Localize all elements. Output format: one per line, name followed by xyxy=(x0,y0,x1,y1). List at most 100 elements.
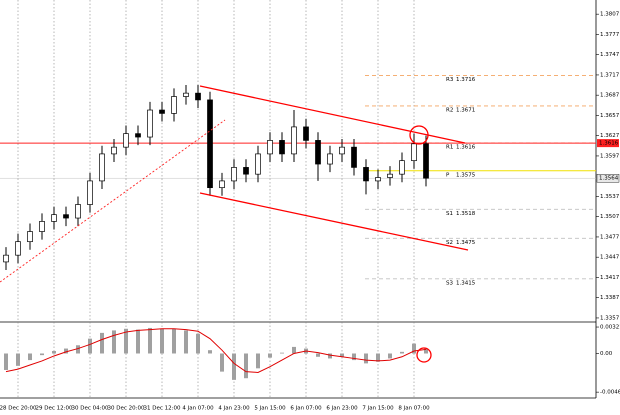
y-tick-label: 1.3387 xyxy=(600,295,620,301)
candle-body xyxy=(135,133,141,138)
candle-body xyxy=(291,126,297,155)
last-price-box xyxy=(596,174,620,183)
y-tick-label: 1.3807 xyxy=(600,12,620,18)
last-price-label: 1.3564 xyxy=(599,176,619,182)
candle-body xyxy=(51,214,57,222)
macd-bar xyxy=(124,328,128,354)
resistance-box xyxy=(597,139,619,148)
macd-bar xyxy=(88,338,92,354)
y-tick-label: 1.3507 xyxy=(600,214,620,220)
macd-bar xyxy=(256,353,260,369)
y-tick-label: 1.3537 xyxy=(600,194,620,200)
macd-bar xyxy=(292,346,296,354)
highlight-circle xyxy=(416,347,432,363)
candle-body xyxy=(183,92,189,97)
candle-body xyxy=(3,254,9,263)
level-name: P xyxy=(446,172,450,178)
candle-body xyxy=(231,167,237,182)
macd-bar xyxy=(208,350,212,354)
y-tick-label: 1.3597 xyxy=(600,153,620,159)
axis: 1.3807 1.3777 1.3747 1.3717 1.3687 1.3657 1.36… xyxy=(0,12,620,412)
x-tick-label: 29 Dec 12:00 xyxy=(36,406,73,412)
macd-bar xyxy=(112,330,116,354)
candle-body xyxy=(243,167,249,175)
candle-body xyxy=(195,92,201,101)
macd-bar xyxy=(160,328,164,354)
candle-body xyxy=(39,221,45,232)
candle-body xyxy=(147,109,153,138)
candle-body xyxy=(111,146,117,155)
macd-bar xyxy=(364,353,368,364)
level-name: R1 xyxy=(446,145,453,151)
y-tick-label: -0.00469 xyxy=(600,390,620,396)
y-tick-label: 1.3657 xyxy=(600,113,620,119)
y-tick-label: 1.3447 xyxy=(600,255,620,261)
level-value: 1.3671 xyxy=(456,107,475,113)
candle-body xyxy=(375,177,381,182)
macd-bar xyxy=(376,353,380,362)
candle-body xyxy=(27,231,33,243)
level-value: 1.3518 xyxy=(456,211,476,217)
macd-bar xyxy=(424,348,428,354)
candle-body xyxy=(351,146,357,168)
candle-body xyxy=(75,204,81,219)
level-value: 1.3716 xyxy=(456,77,476,83)
macd-bar xyxy=(172,328,176,354)
y-tick-label: 1.3357 xyxy=(600,315,620,321)
level-value: 1.3616 xyxy=(456,145,476,151)
y-tick-label: 1.3417 xyxy=(600,275,620,281)
candle-body xyxy=(279,140,285,155)
macd-bar xyxy=(232,353,236,380)
candle-body xyxy=(99,153,105,182)
candle-body xyxy=(207,99,213,189)
x-tick-label: 30 Dec 04:00 xyxy=(72,406,109,412)
macd-bar xyxy=(148,327,152,354)
candle-body xyxy=(87,180,93,205)
level-name: R3 xyxy=(446,77,454,83)
x-tick-label: 6 Jan 07:00 xyxy=(290,406,322,412)
y-tick-label: 1.3627 xyxy=(600,133,620,139)
macd-bar xyxy=(220,353,224,372)
y-tick-label: 1.3687 xyxy=(600,93,620,99)
resistance-label: 1.3616 xyxy=(599,141,619,147)
macd-bar xyxy=(76,345,80,354)
candle-body xyxy=(63,214,69,219)
candle-body xyxy=(219,180,225,189)
y-tick-label: 1.3717 xyxy=(600,72,620,78)
levels: R3 1.3716 R2 1.3671 R1 1.3616 P 1.3575 S1 1.3518 S… xyxy=(0,75,596,286)
highlight-circle xyxy=(409,125,429,145)
channel-lower xyxy=(199,192,469,251)
x-tick-label: 31 Dec 12:00 xyxy=(144,406,181,412)
candle-body xyxy=(159,109,165,114)
x-tick-label: 5 Jan 15:00 xyxy=(254,406,286,412)
macd-bar xyxy=(280,352,284,354)
level-name: S2 xyxy=(446,240,453,246)
candle-body xyxy=(171,96,177,114)
level-name: R2 xyxy=(446,107,453,113)
macd-bar xyxy=(352,353,356,361)
macd-bar xyxy=(184,330,188,354)
candle-body xyxy=(411,143,417,162)
candle-body xyxy=(267,140,273,155)
candle-body xyxy=(423,143,429,179)
macd-bar xyxy=(52,351,56,354)
macd-bar xyxy=(196,333,200,354)
macd-bar xyxy=(340,353,344,357)
candle-body xyxy=(339,146,345,155)
macd-bar xyxy=(244,353,248,379)
macd-bar xyxy=(328,353,332,359)
marks xyxy=(3,85,429,380)
candle-body xyxy=(387,173,393,178)
level-value: 1.3415 xyxy=(456,280,476,286)
y-tick-label: 1.3777 xyxy=(600,32,620,38)
macd-bar xyxy=(16,353,20,366)
candle-body xyxy=(303,126,309,141)
level-value: 1.3575 xyxy=(456,172,476,178)
macd-bar xyxy=(388,353,392,359)
candle-body xyxy=(123,133,129,148)
x-tick-label: 4 Jan 07:00 xyxy=(182,406,214,412)
macd-bar xyxy=(4,353,8,370)
candle-body xyxy=(15,241,21,256)
